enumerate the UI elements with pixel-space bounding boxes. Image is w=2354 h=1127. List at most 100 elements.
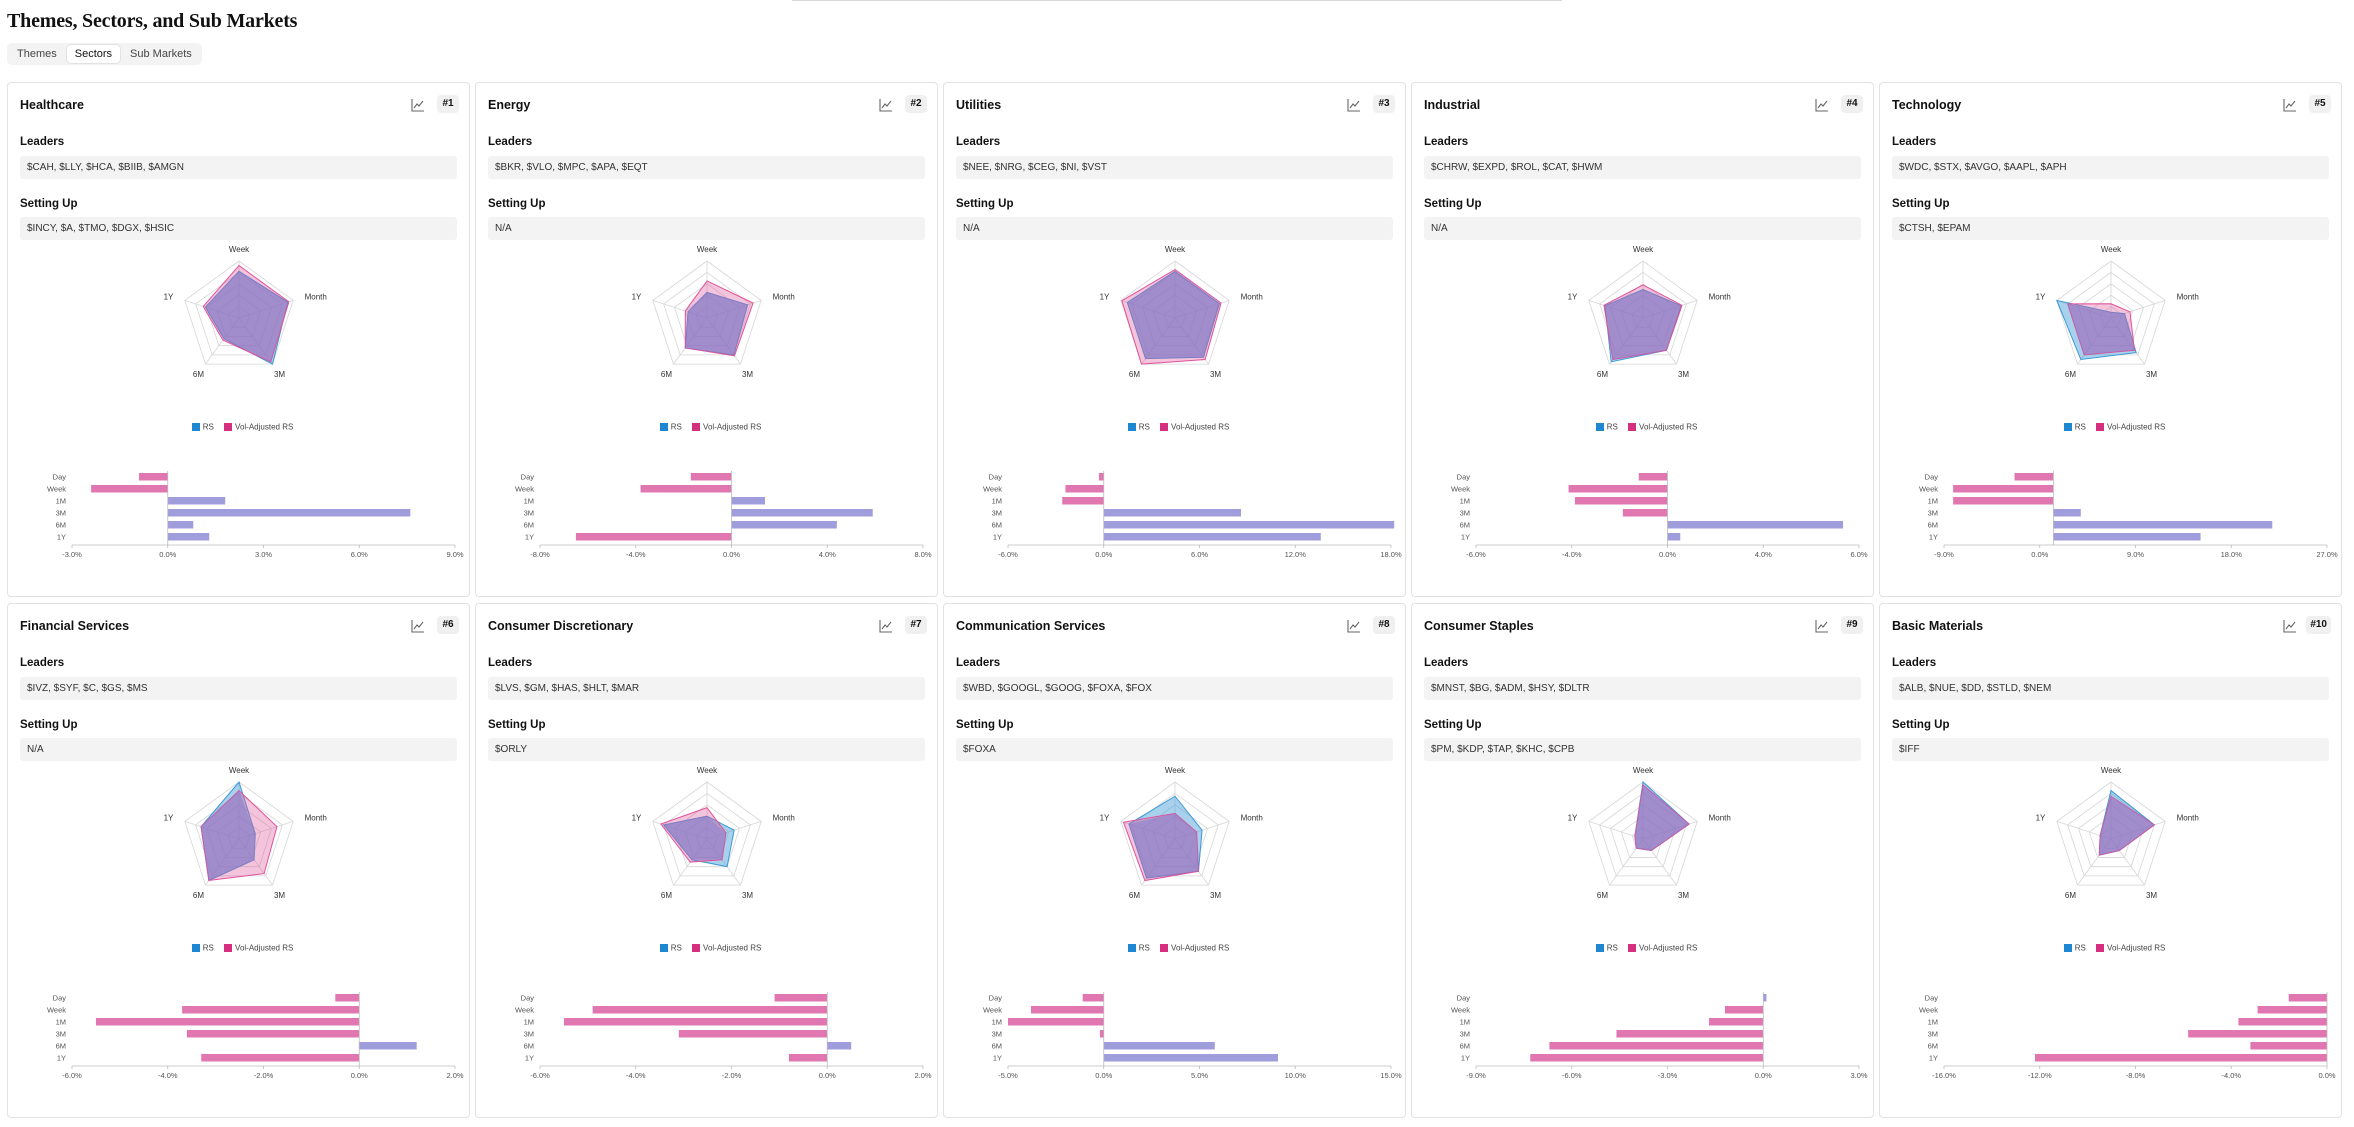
bar-tick-label: -12.0%: [2028, 1071, 2052, 1080]
bar-mark: [1530, 1054, 1764, 1062]
radar-axis-label: Week: [1165, 766, 1186, 775]
bar-tick-label: -2.0%: [254, 1071, 274, 1080]
bar-tick-label: -6.0%: [1466, 550, 1486, 559]
radar-chart: Week Month 3M 6M 1Y: [1568, 766, 1731, 900]
line-chart-icon[interactable]: [2282, 618, 2298, 634]
bar-mark: [2250, 1042, 2327, 1050]
radar-axis-label: 6M: [2065, 370, 2076, 379]
bar-mark: [1667, 533, 1681, 541]
radar-axis-label: 6M: [2065, 891, 2076, 900]
radar-chart: Week Month 3M 6M 1Y: [164, 766, 327, 900]
bar-category-label: 1M: [1928, 1018, 1938, 1027]
radar-axis-label: Month: [1709, 814, 1731, 823]
rank-badge: #4: [1841, 95, 1863, 113]
bar-tick-label: 18.0%: [1380, 550, 1402, 559]
radar-chart: Week Month 3M 6M 1Y: [632, 245, 795, 379]
radar-overlap: [1605, 289, 1681, 360]
radar-axis-label: 3M: [2146, 370, 2157, 379]
sector-card: Communication Services #8 Leaders $WBD, …: [943, 603, 1406, 1118]
rank-badge: #2: [905, 95, 927, 113]
bar-mark: [91, 485, 168, 493]
radar-axis-label: 3M: [2146, 891, 2157, 900]
setting-up-list: $ORLY: [488, 738, 925, 761]
line-chart-icon[interactable]: [2282, 97, 2298, 113]
radar-overlap: [2099, 796, 2155, 856]
line-chart-icon[interactable]: [1814, 618, 1830, 634]
tab-sectors[interactable]: Sectors: [66, 45, 121, 63]
bar-category-label: 6M: [992, 521, 1002, 530]
bar-tick-label: -6.0%: [1562, 1071, 1582, 1080]
bar-category-label: 3M: [1928, 1030, 1938, 1039]
returns-bar-chart: Day Week 1M 3M 6M 1Y -6.0% -4.0% -2.0% 0.0% 2.0%: [515, 992, 932, 1080]
radar-axis-label: 1Y: [164, 814, 174, 823]
bar-tick-label: 3.0%: [1850, 1071, 1867, 1080]
bar-mark: [1763, 994, 1767, 1002]
radar-overlap: [201, 790, 256, 881]
setting-up-list: N/A: [1424, 217, 1861, 240]
leaders-label: Leaders: [1892, 657, 1937, 669]
bar-mark: [1103, 1042, 1215, 1050]
bar-mark: [1098, 473, 1104, 481]
setting-up-list: N/A: [20, 738, 457, 761]
line-chart-icon[interactable]: [1346, 618, 1362, 634]
sector-title: Healthcare: [20, 98, 84, 112]
leaders-list: $LVS, $GM, $HAS, $HLT, $MAR: [488, 677, 925, 700]
line-chart-icon[interactable]: [1814, 97, 1830, 113]
line-chart-icon[interactable]: [410, 97, 426, 113]
bar-mark: [1008, 1018, 1104, 1026]
bar-tick-label: 0.0%: [1095, 1071, 1112, 1080]
bar-mark: [774, 994, 828, 1002]
bar-category-label: Week: [515, 485, 534, 494]
line-chart-icon[interactable]: [878, 97, 894, 113]
radar-grid-ring: [2056, 260, 2166, 365]
bar-mark: [1103, 521, 1395, 529]
radar-chart: Week Month 3M 6M 1Y: [1100, 766, 1263, 900]
bar-category-label: 6M: [1460, 1042, 1470, 1051]
radar-grid-ring: [652, 260, 762, 365]
bar-mark: [690, 473, 732, 481]
bar-tick-label: 6.0%: [1850, 550, 1867, 559]
bar-category-label: 6M: [524, 521, 534, 530]
legend-rs-swatch: [659, 943, 668, 952]
radar-grid-ring: [195, 792, 283, 877]
radar-axis-label: Week: [697, 766, 718, 775]
bar-mark: [731, 497, 766, 505]
chart-legend: RS Vol-Adjusted RS: [1880, 943, 2341, 952]
bar-tick-label: 0.0%: [1659, 550, 1676, 559]
bar-tick-label: 0.0%: [723, 550, 740, 559]
line-chart-icon[interactable]: [878, 618, 894, 634]
bar-tick-label: 4.0%: [1755, 550, 1772, 559]
bar-tick-label: 0.0%: [819, 1071, 836, 1080]
legend-vol-swatch: [2096, 422, 2105, 431]
legend-rs: RS: [1606, 422, 1618, 432]
tab-sub-markets[interactable]: Sub Markets: [130, 48, 192, 60]
tab-themes[interactable]: Themes: [17, 48, 57, 60]
legend-vol-adjusted-rs: Vol-Adjusted RS: [1639, 422, 1698, 432]
rank-badge: #1: [437, 95, 459, 113]
radar-grid-ring: [663, 792, 751, 877]
bar-mark: [335, 994, 360, 1002]
legend-vol-adjusted-rs: Vol-Adjusted RS: [235, 422, 294, 432]
bar-category-label: 3M: [1460, 1030, 1470, 1039]
bar-category-label: Day: [521, 473, 535, 482]
legend-vol-swatch: [692, 943, 701, 952]
bar-mark: [167, 497, 226, 505]
bar-mark: [167, 521, 194, 529]
radar-axis-label: 1Y: [1568, 293, 1578, 302]
bar-category-label: 3M: [524, 509, 534, 518]
line-chart-icon[interactable]: [410, 618, 426, 634]
chart-legend: RS Vol-Adjusted RS: [476, 422, 937, 431]
legend-vol-swatch: [1160, 422, 1169, 431]
bar-tick-label: 15.0%: [1380, 1071, 1402, 1080]
setting-up-label: Setting Up: [20, 198, 78, 210]
bar-mark: [2238, 1018, 2327, 1026]
line-chart-icon[interactable]: [1346, 97, 1362, 113]
bar-category-label: 1Y: [57, 533, 66, 542]
bar-category-label: 1Y: [993, 1054, 1002, 1063]
sector-card: Technology #5 Leaders $WDC, $STX, $AVGO,…: [1879, 82, 2342, 597]
radar-axis-label: 3M: [742, 370, 753, 379]
returns-bar-chart: Day Week 1M 3M 6M 1Y -9.0% -6.0% -3.0% 0.0% 3.0%: [1451, 992, 1868, 1080]
radar-grid-ring: [1588, 260, 1698, 365]
bar-tick-label: -9.0%: [1466, 1071, 1486, 1080]
bar-category-label: 1M: [524, 1018, 534, 1027]
